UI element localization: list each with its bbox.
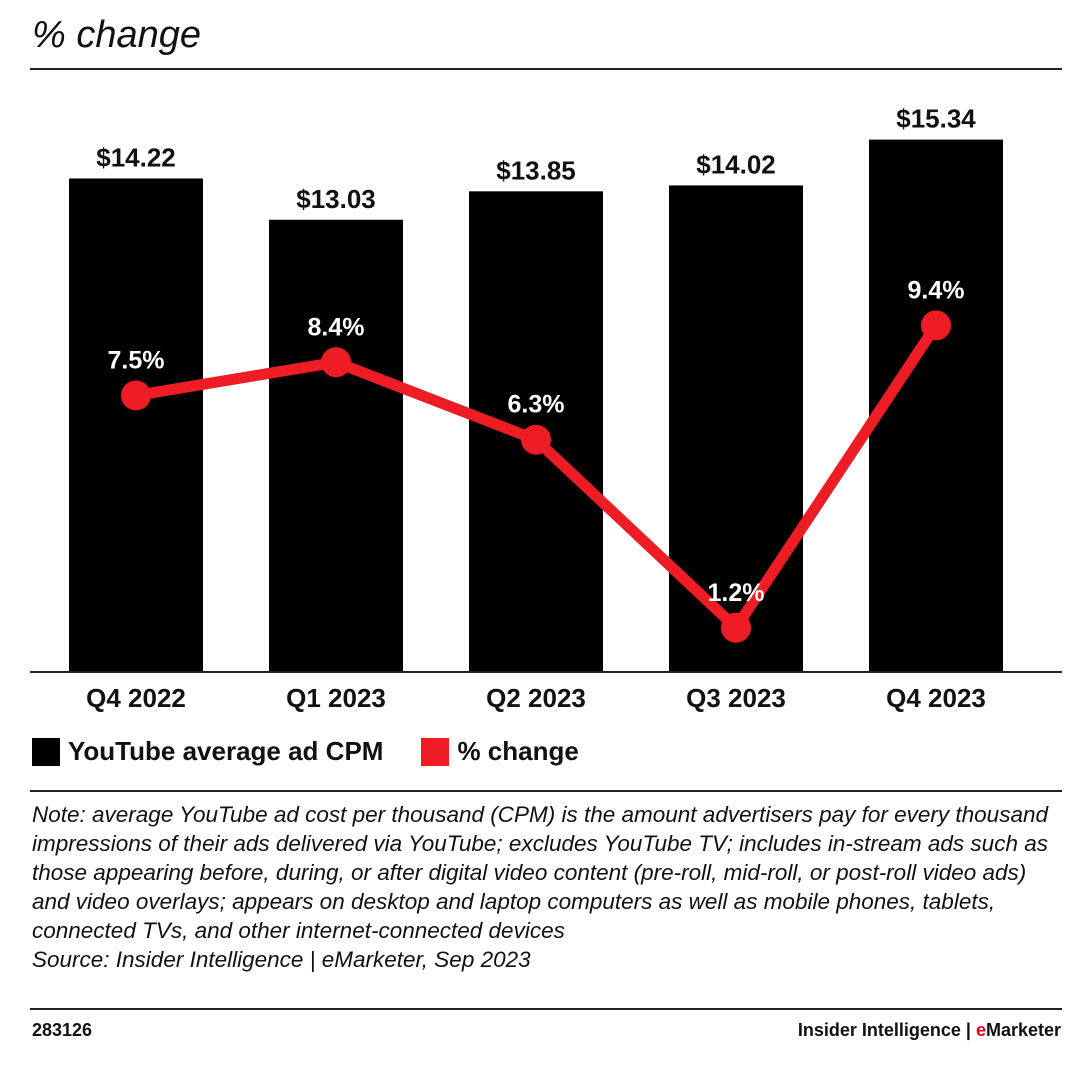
- bar-label-3: $14.02: [696, 149, 776, 179]
- change-label-0: 7.5%: [108, 346, 165, 374]
- note-rule: [30, 790, 1062, 792]
- legend-label-change: % change: [457, 736, 579, 766]
- legend: YouTube average ad CPM % change: [32, 736, 617, 767]
- bar-1: [269, 219, 403, 672]
- change-label-1: 8.4%: [308, 313, 365, 341]
- legend-item-change: % change: [421, 736, 579, 767]
- change-label-3: 1.2%: [708, 579, 765, 607]
- change-label-2: 6.3%: [508, 391, 565, 419]
- note-block: Note: average YouTube ad cost per thousa…: [32, 800, 1062, 974]
- change-point-1: [321, 347, 351, 378]
- change-point-3: [721, 612, 751, 643]
- brand-main: Insider Intelligence |: [797, 1020, 976, 1040]
- bar-label-2: $13.85: [496, 155, 576, 185]
- legend-swatch-change: [421, 737, 450, 766]
- change-point-2: [521, 424, 551, 455]
- legend-swatch-cpm: [32, 737, 60, 766]
- bar-0: [69, 178, 203, 672]
- x-tick-label-0: Q4 2022: [86, 683, 186, 713]
- footer-rule: [30, 1008, 1062, 1010]
- bar-label-4: $15.34: [896, 104, 976, 134]
- chart-subtitle: % change: [32, 14, 202, 56]
- bar-label-1: $13.03: [296, 184, 376, 214]
- change-label-4: 9.4%: [908, 276, 965, 304]
- bar-4: [869, 139, 1003, 673]
- source-text: Source: Insider Intelligence | eMarketer…: [32, 947, 531, 972]
- legend-label-cpm: YouTube average ad CPM: [68, 736, 384, 766]
- x-tick-label-4: Q4 2023: [886, 683, 986, 713]
- chart-area: $14.22 Q4 2022 $13.03 Q1 2023 $13.85 Q2 2023 $…: [30, 104, 1062, 713]
- change-point-0: [121, 380, 151, 411]
- x-tick-label-2: Q2 2023: [486, 683, 586, 713]
- note-text: Note: average YouTube ad cost per thousa…: [32, 802, 1048, 943]
- x-tick-label-3: Q3 2023: [686, 683, 786, 713]
- bar-label-0: $14.22: [96, 142, 176, 172]
- chart-id: 283126: [32, 1020, 93, 1040]
- legend-item-cpm: YouTube average ad CPM: [32, 736, 383, 767]
- change-point-4: [921, 310, 951, 341]
- x-tick-label-1: Q1 2023: [286, 683, 386, 713]
- brand-e: e: [975, 1020, 986, 1040]
- brand-logo: Insider Intelligence | eMarketer: [798, 1020, 1061, 1041]
- top-rule: [30, 68, 1062, 70]
- brand-rest: Marketer: [985, 1020, 1061, 1040]
